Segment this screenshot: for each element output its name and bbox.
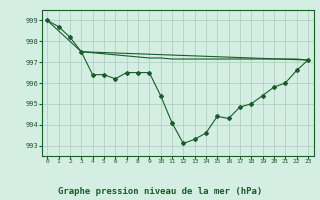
Text: Graphe pression niveau de la mer (hPa): Graphe pression niveau de la mer (hPa) bbox=[58, 187, 262, 196]
